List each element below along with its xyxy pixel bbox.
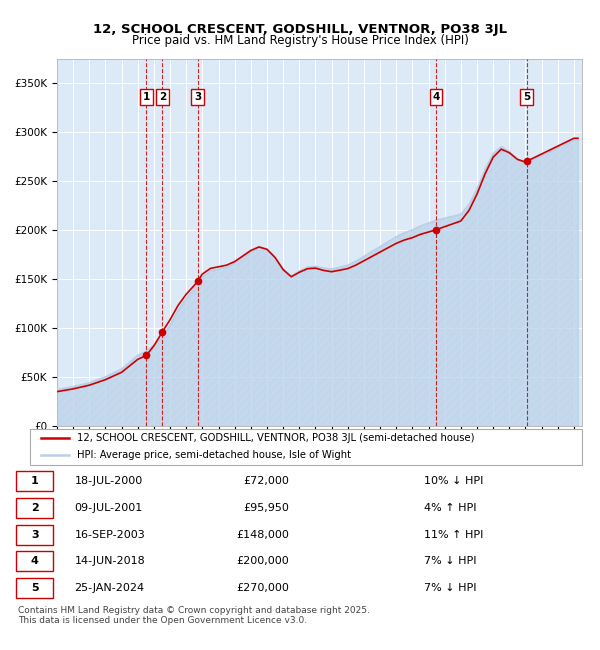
Text: HPI: Average price, semi-detached house, Isle of Wight: HPI: Average price, semi-detached house,… xyxy=(77,450,351,460)
FancyBboxPatch shape xyxy=(16,498,53,518)
Text: 2: 2 xyxy=(31,503,39,513)
Text: £270,000: £270,000 xyxy=(236,583,289,593)
Text: 10% ↓ HPI: 10% ↓ HPI xyxy=(424,476,484,486)
Text: £200,000: £200,000 xyxy=(236,556,289,566)
Text: 2: 2 xyxy=(158,92,166,102)
Text: £72,000: £72,000 xyxy=(243,476,289,486)
Text: 5: 5 xyxy=(31,583,39,593)
Text: 14-JUN-2018: 14-JUN-2018 xyxy=(74,556,145,566)
Text: 11% ↑ HPI: 11% ↑ HPI xyxy=(424,530,484,540)
Text: 16-SEP-2003: 16-SEP-2003 xyxy=(74,530,145,540)
Text: 4: 4 xyxy=(432,92,439,102)
Text: 18-JUL-2000: 18-JUL-2000 xyxy=(74,476,143,486)
FancyBboxPatch shape xyxy=(16,551,53,571)
Text: 3: 3 xyxy=(31,530,39,540)
Text: £95,950: £95,950 xyxy=(243,503,289,513)
Text: 12, SCHOOL CRESCENT, GODSHILL, VENTNOR, PO38 3JL (semi-detached house): 12, SCHOOL CRESCENT, GODSHILL, VENTNOR, … xyxy=(77,434,475,443)
Text: Price paid vs. HM Land Registry's House Price Index (HPI): Price paid vs. HM Land Registry's House … xyxy=(131,34,469,47)
Text: 1: 1 xyxy=(143,92,150,102)
Text: 09-JUL-2001: 09-JUL-2001 xyxy=(74,503,143,513)
Text: 1: 1 xyxy=(31,476,39,486)
FancyBboxPatch shape xyxy=(16,471,53,491)
Text: 7% ↓ HPI: 7% ↓ HPI xyxy=(424,583,476,593)
FancyBboxPatch shape xyxy=(30,429,582,465)
Text: Contains HM Land Registry data © Crown copyright and database right 2025.
This d: Contains HM Land Registry data © Crown c… xyxy=(18,606,370,625)
Text: 4: 4 xyxy=(31,556,39,566)
FancyBboxPatch shape xyxy=(16,578,53,598)
FancyBboxPatch shape xyxy=(16,525,53,545)
Text: 5: 5 xyxy=(523,92,530,102)
Text: 7% ↓ HPI: 7% ↓ HPI xyxy=(424,556,476,566)
Text: 25-JAN-2024: 25-JAN-2024 xyxy=(74,583,145,593)
Text: 3: 3 xyxy=(194,92,202,102)
Text: 4% ↑ HPI: 4% ↑ HPI xyxy=(424,503,476,513)
Text: 12, SCHOOL CRESCENT, GODSHILL, VENTNOR, PO38 3JL: 12, SCHOOL CRESCENT, GODSHILL, VENTNOR, … xyxy=(93,23,507,36)
Text: £148,000: £148,000 xyxy=(236,530,289,540)
